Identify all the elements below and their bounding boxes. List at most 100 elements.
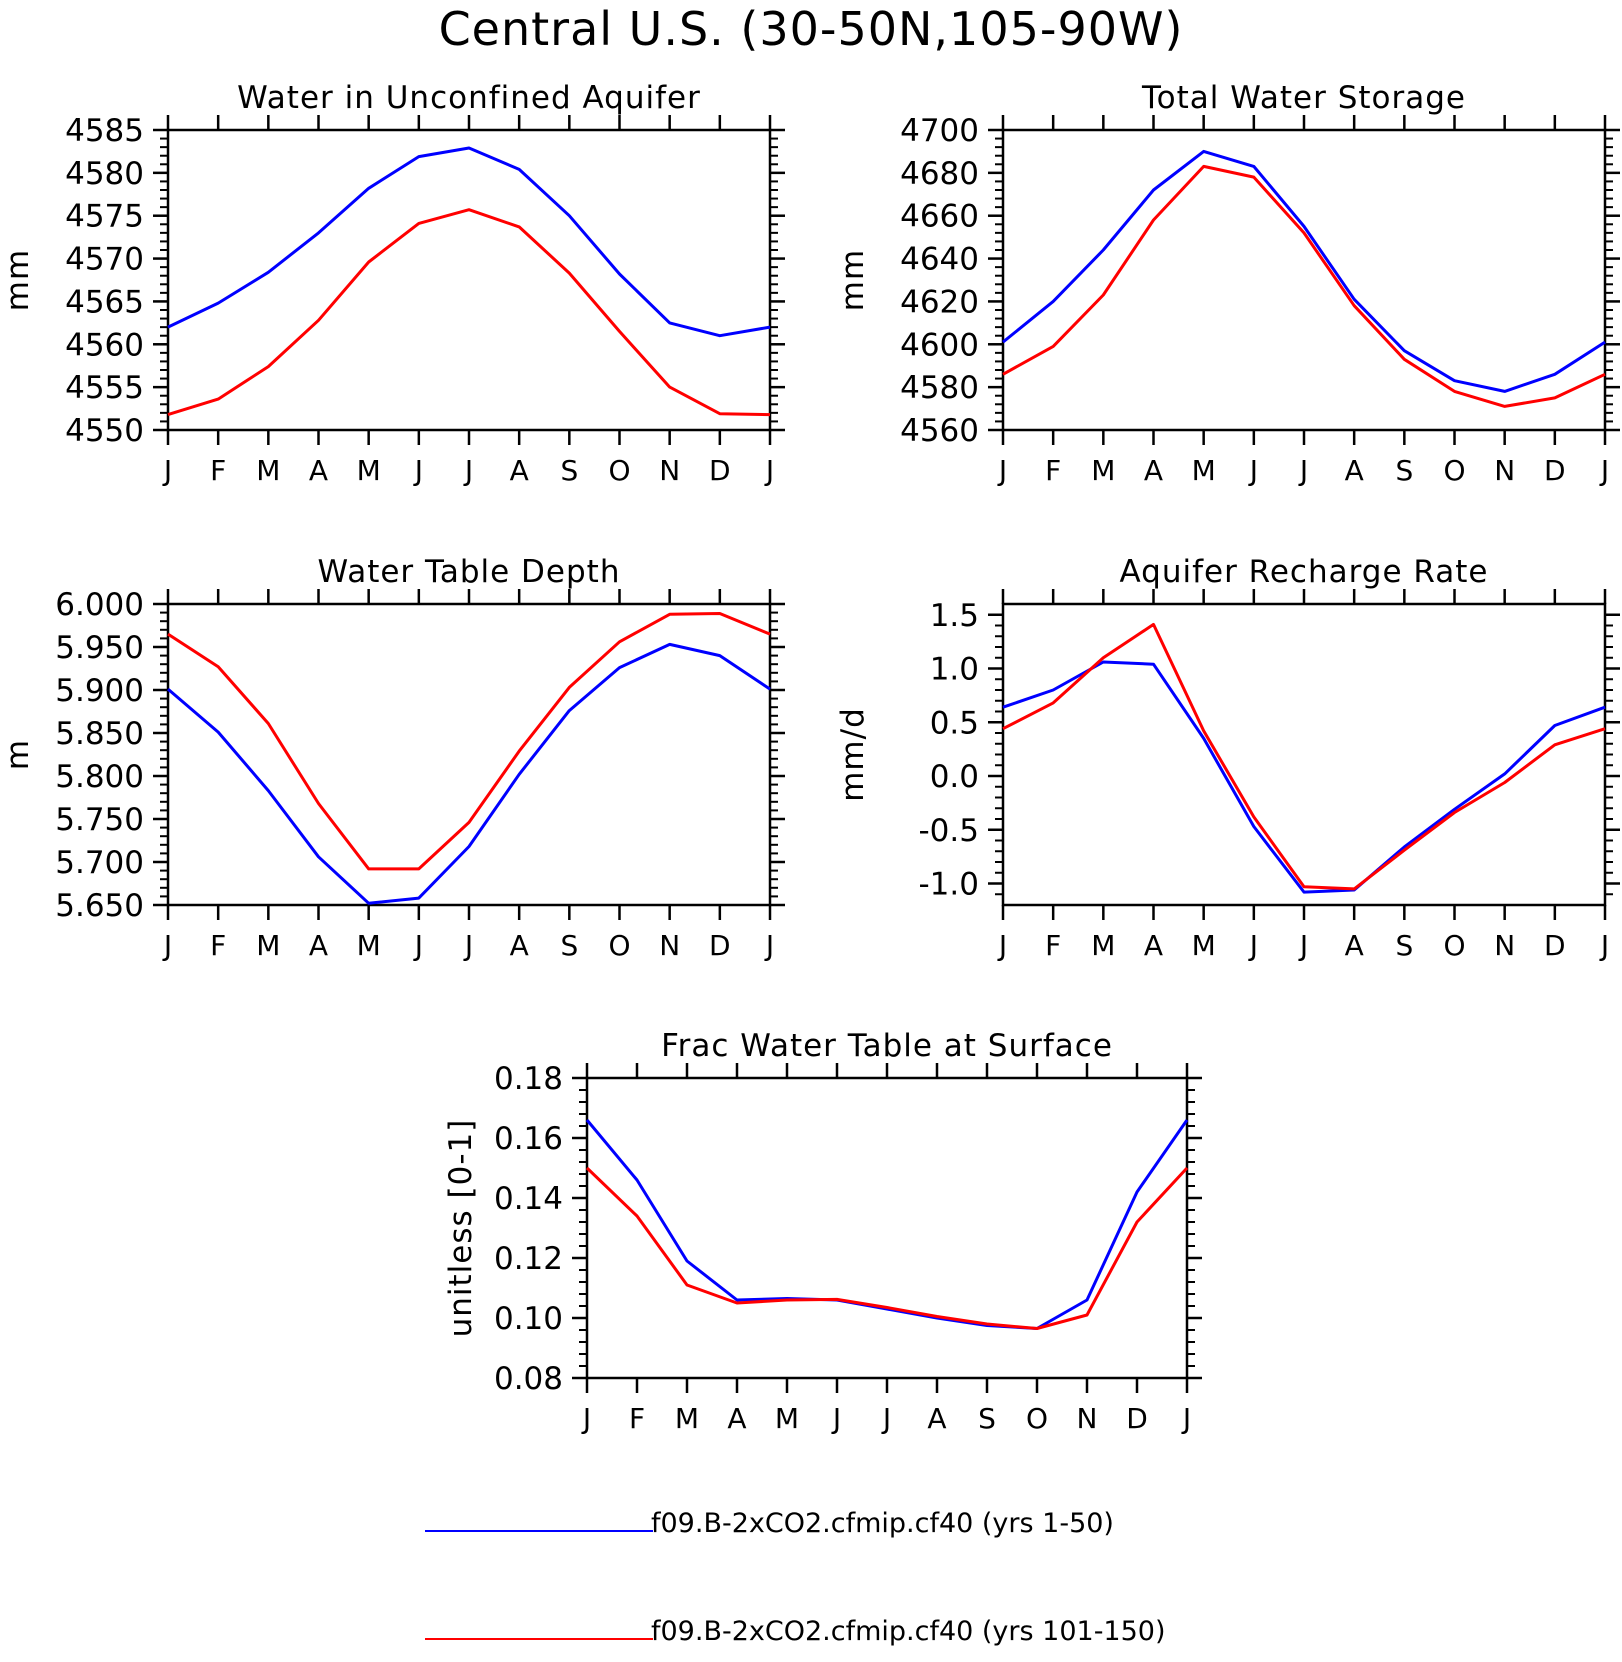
x-tick-label: M <box>1192 929 1216 962</box>
panel-title: Total Water Storage <box>1141 80 1466 116</box>
panel-title: Frac Water Table at Surface <box>661 1028 1113 1064</box>
x-tick-label: M <box>1091 929 1115 962</box>
chart-panel-2: J F M A M J J A S O N D J456045804600462046404660468… <box>835 80 1620 487</box>
y-tick-label: 4580 <box>900 370 979 406</box>
y-tick-label: 4550 <box>65 413 144 449</box>
x-tick-label: D <box>1544 929 1566 962</box>
x-tick-label: N <box>659 454 680 487</box>
x-tick-label: F <box>210 454 226 487</box>
chart-panel-4: J F M A M J J A S O N D J-1.0-0.50.00.51.01.5Aquifer… <box>835 554 1620 962</box>
x-tick-label: M <box>256 929 280 962</box>
x-tick-label: J <box>997 929 1007 962</box>
x-tick-label: J <box>831 1402 841 1435</box>
plot-frame <box>585 1076 1189 1380</box>
x-tick-label: O <box>608 454 630 487</box>
series-line-2 <box>167 208 771 417</box>
x-tick-label: F <box>210 929 226 962</box>
x-tick-label: F <box>1045 454 1061 487</box>
y-axis-label: m <box>0 739 36 770</box>
x-tick-label: A <box>1144 454 1163 487</box>
x-tick-label: S <box>1395 929 1413 962</box>
x-tick-label: J <box>1181 1402 1191 1435</box>
x-tick-label: J <box>413 454 423 487</box>
x-tick-label: M <box>357 454 381 487</box>
x-tick-label: O <box>1443 929 1465 962</box>
x-tick-label: J <box>1298 454 1308 487</box>
y-tick-label: 5.800 <box>55 759 144 795</box>
x-tick-label: J <box>1599 454 1609 487</box>
x-tick-label: J <box>463 929 473 962</box>
y-tick-label: -1.0 <box>919 867 980 903</box>
x-tick-label: J <box>1248 929 1258 962</box>
y-tick-label: 4570 <box>65 242 144 278</box>
y-tick-label: 4700 <box>900 113 979 149</box>
y-tick-label: -0.5 <box>919 813 980 849</box>
x-tick-label: J <box>1298 929 1308 962</box>
x-tick-label: A <box>510 929 529 962</box>
x-tick-label: S <box>1395 454 1413 487</box>
x-tick-label: D <box>709 454 731 487</box>
y-tick-label: 4580 <box>65 156 144 192</box>
chart-panel-5: J F M A M J J A S O N D J0.080.100.120.140.160.18Fra… <box>443 1028 1202 1435</box>
plot-frame <box>166 602 772 907</box>
chart-panel-3: J F M A M J J A S O N D J5.6505.7005.7505.8005.8505.… <box>0 554 785 962</box>
y-tick-label: 5.950 <box>55 630 144 666</box>
legend-entry-series-2: f09.B-2xCO2.cfmip.cf40 (yrs 101-150) <box>425 1616 1225 1656</box>
x-tick-label: J <box>162 929 172 962</box>
x-tick-label: S <box>560 454 578 487</box>
x-tick-label: F <box>629 1402 645 1435</box>
x-tick-label: M <box>1192 454 1216 487</box>
panel-title: Aquifer Recharge Rate <box>1120 554 1489 590</box>
x-tick-label: N <box>1077 1402 1098 1435</box>
x-tick-label: J <box>162 454 172 487</box>
panel-title: Water Table Depth <box>318 554 621 590</box>
series-line-1 <box>1002 149 1606 393</box>
legend-label-series-1: f09.B-2xCO2.cfmip.cf40 (yrs 1-50) <box>651 1508 1114 1539</box>
x-tick-label: A <box>309 929 328 962</box>
y-tick-label: 0.14 <box>494 1181 563 1217</box>
series-line-1 <box>167 642 771 905</box>
y-tick-label: 5.850 <box>55 716 144 752</box>
y-tick-label: 5.750 <box>55 802 144 838</box>
y-axis-label: unitless [0-1] <box>443 1119 479 1338</box>
legend-entry-series-1: f09.B-2xCO2.cfmip.cf40 (yrs 1-50) <box>425 1508 1225 1548</box>
x-tick-label: M <box>1091 454 1115 487</box>
y-tick-label: 4585 <box>65 113 144 149</box>
series-line-2 <box>585 1166 1189 1330</box>
x-tick-label: M <box>675 1402 699 1435</box>
chart-panel-1: J F M A M J J A S O N D J455045554560456545704575458… <box>0 80 785 487</box>
legend-line-series-1 <box>425 1530 653 1532</box>
x-tick-label: J <box>1248 454 1258 487</box>
x-tick-label: J <box>1599 929 1609 962</box>
y-tick-label: 1.0 <box>930 652 979 688</box>
y-tick-label: 4680 <box>900 156 979 192</box>
x-tick-label: D <box>1544 454 1566 487</box>
x-tick-label: M <box>357 929 381 962</box>
x-tick-label: J <box>997 454 1007 487</box>
plot-frame <box>1001 602 1607 907</box>
series-line-1 <box>167 146 771 338</box>
y-tick-label: 5.900 <box>55 673 144 709</box>
x-tick-label: A <box>510 454 529 487</box>
y-tick-label: 6.000 <box>55 587 144 623</box>
x-tick-label: M <box>775 1402 799 1435</box>
plot-frame <box>1001 128 1607 432</box>
y-tick-label: 0.10 <box>494 1301 563 1337</box>
y-tick-label: 0.12 <box>494 1241 563 1277</box>
x-tick-label: D <box>709 929 731 962</box>
y-tick-label: 5.700 <box>55 845 144 881</box>
x-tick-label: A <box>1345 454 1364 487</box>
x-tick-label: A <box>1345 929 1364 962</box>
y-tick-label: 4565 <box>65 284 144 320</box>
x-tick-label: F <box>1045 929 1061 962</box>
y-tick-label: 4660 <box>900 199 979 235</box>
y-tick-label: 0.0 <box>930 759 979 795</box>
x-tick-label: S <box>978 1402 996 1435</box>
x-tick-label: A <box>309 454 328 487</box>
x-tick-label: M <box>256 454 280 487</box>
y-tick-label: 4620 <box>900 284 979 320</box>
y-axis-label: mm <box>835 249 871 311</box>
x-tick-label: J <box>881 1402 891 1435</box>
y-tick-label: 0.16 <box>494 1121 563 1157</box>
series-line-2 <box>1002 622 1606 891</box>
